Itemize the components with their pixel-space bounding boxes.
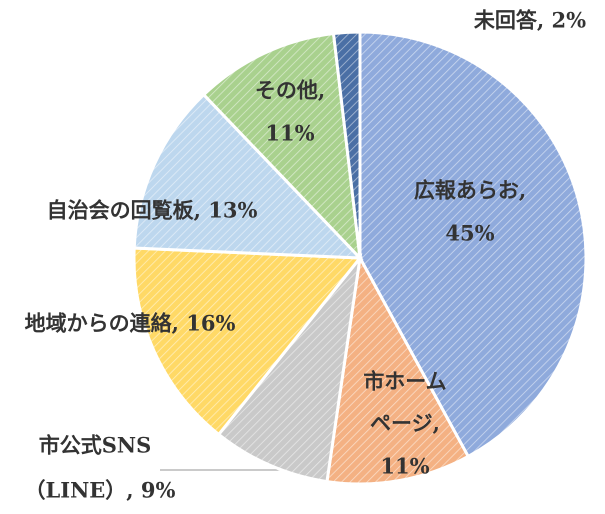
- data-label: （LINE）, 9%: [25, 478, 176, 503]
- data-label: その他,: [255, 78, 325, 103]
- data-label: ページ,: [370, 411, 440, 436]
- data-label: 広報あらお,: [414, 178, 526, 203]
- pie-slice: [132, 92, 364, 260]
- data-label: 11%: [265, 121, 314, 146]
- pie-slice: [201, 31, 363, 263]
- data-label: 11%: [380, 454, 429, 479]
- pie-slice: [325, 253, 471, 486]
- pie-slice: [358, 30, 588, 459]
- pie-slice: [331, 30, 362, 259]
- pie-slice: [216, 252, 363, 484]
- data-label: 未回答, 2%: [474, 8, 586, 33]
- data-label: 自治会の回覧板, 13%: [47, 198, 258, 223]
- data-label: 市ホーム: [363, 369, 446, 394]
- data-label: 45%: [445, 221, 494, 246]
- data-label: 地域からの連絡, 16%: [25, 311, 236, 336]
- pie-slice: [132, 246, 364, 437]
- data-label: 市公式SNS: [39, 433, 152, 458]
